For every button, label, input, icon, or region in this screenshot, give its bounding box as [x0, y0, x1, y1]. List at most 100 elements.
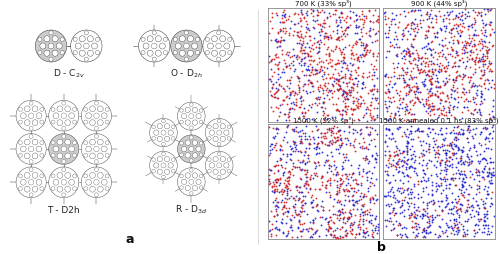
Point	[372, 214, 380, 218]
Point	[301, 134, 309, 138]
Point	[340, 101, 348, 105]
Point	[473, 52, 481, 56]
Point	[369, 27, 377, 31]
Circle shape	[218, 119, 221, 123]
Point	[294, 75, 302, 79]
Point	[341, 28, 349, 32]
Point	[466, 23, 474, 27]
Point	[422, 225, 430, 229]
Point	[350, 57, 358, 61]
Point	[442, 198, 450, 202]
Point	[423, 161, 431, 165]
Point	[422, 141, 430, 145]
Point	[420, 104, 428, 108]
Circle shape	[24, 186, 30, 192]
Point	[304, 64, 312, 68]
Circle shape	[48, 134, 79, 164]
Point	[347, 56, 355, 60]
Point	[366, 19, 374, 23]
Point	[470, 214, 478, 218]
Point	[414, 58, 422, 62]
Point	[332, 20, 340, 24]
Point	[402, 52, 410, 56]
Point	[484, 139, 492, 143]
Point	[324, 54, 332, 58]
Point	[278, 148, 285, 152]
Point	[400, 198, 407, 202]
Point	[437, 158, 445, 162]
Point	[419, 148, 427, 152]
Point	[326, 226, 334, 230]
Point	[410, 225, 418, 229]
Point	[302, 179, 310, 183]
Point	[408, 44, 416, 48]
Point	[452, 229, 460, 233]
Circle shape	[94, 134, 98, 138]
Point	[392, 105, 400, 109]
Circle shape	[86, 179, 91, 185]
Point	[423, 211, 431, 215]
Point	[284, 175, 292, 179]
Point	[424, 91, 432, 95]
Point	[442, 26, 450, 30]
Point	[366, 118, 374, 122]
Point	[404, 201, 412, 205]
Point	[334, 36, 342, 40]
Point	[380, 218, 388, 222]
Point	[452, 156, 460, 160]
Circle shape	[196, 114, 201, 119]
Point	[340, 179, 347, 183]
Point	[360, 209, 368, 213]
Point	[362, 44, 370, 48]
Point	[346, 198, 354, 202]
Point	[346, 130, 354, 134]
Point	[350, 139, 358, 144]
Point	[328, 125, 336, 130]
Point	[436, 213, 444, 217]
Point	[272, 11, 280, 15]
Point	[463, 55, 471, 59]
Point	[474, 190, 482, 194]
Circle shape	[61, 180, 66, 185]
Point	[486, 62, 494, 66]
Point	[421, 64, 429, 68]
Point	[465, 57, 473, 61]
Point	[333, 189, 341, 193]
Point	[484, 174, 492, 178]
Point	[465, 192, 473, 196]
Point	[356, 194, 364, 198]
Point	[419, 69, 427, 73]
Point	[296, 80, 304, 84]
Point	[316, 22, 324, 26]
Point	[308, 235, 316, 239]
Point	[265, 125, 273, 129]
Point	[340, 89, 348, 93]
Point	[298, 111, 306, 115]
Point	[282, 95, 290, 99]
Point	[420, 84, 428, 88]
Point	[417, 67, 425, 71]
Point	[308, 200, 316, 204]
Point	[280, 70, 288, 74]
Circle shape	[65, 139, 70, 145]
Point	[406, 123, 414, 128]
Point	[348, 228, 356, 232]
Point	[388, 137, 396, 141]
Circle shape	[90, 172, 96, 178]
Point	[360, 48, 368, 52]
Point	[454, 58, 462, 62]
Point	[432, 165, 440, 169]
Point	[281, 12, 289, 16]
Point	[274, 77, 282, 81]
Point	[348, 131, 356, 135]
Point	[310, 59, 318, 63]
Circle shape	[190, 168, 193, 172]
Point	[466, 110, 474, 115]
Point	[346, 223, 354, 227]
Point	[346, 125, 354, 129]
Point	[400, 81, 408, 85]
Point	[360, 140, 368, 144]
Point	[486, 33, 494, 37]
Point	[352, 178, 360, 182]
Point	[478, 94, 486, 99]
